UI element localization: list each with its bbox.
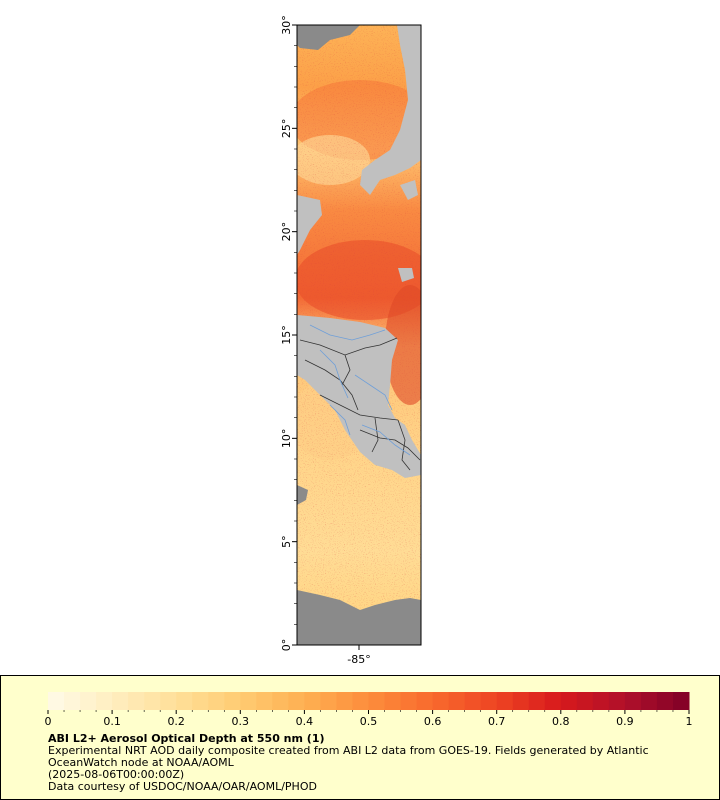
y-tick-label: 5° (280, 535, 293, 548)
colorbar-cell (368, 692, 386, 710)
colorbar-cell (160, 692, 177, 710)
colorbar-cell (656, 692, 674, 710)
colorbar-cell (496, 692, 514, 710)
legend-credit: Data courtesy of USDOC/NOAA/OAR/AOML/PHO… (48, 780, 317, 793)
colorbar-cell (624, 692, 642, 710)
legend-description: Experimental NRT AOD daily composite cre… (48, 744, 649, 757)
colorbar-cell (672, 692, 690, 710)
colorbar-cell (528, 692, 546, 710)
y-tick-label: 10° (280, 429, 293, 449)
colorbar-cell (416, 692, 434, 710)
y-axis-labels: 0° 5° 10° 15° 20° 25° 30° (280, 15, 293, 651)
colorbar-tick-label: 0.3 (232, 715, 250, 728)
no-data-region (297, 590, 421, 645)
colorbar-tick-label: 0.4 (296, 715, 314, 728)
colorbar-cell (400, 692, 418, 710)
colorbar-tick-label: 0.1 (103, 715, 121, 728)
colorbar-cell (192, 692, 209, 710)
colorbar-tick-label: 0.2 (167, 715, 185, 728)
colorbar-cell (96, 692, 113, 710)
colorbar-cell (304, 692, 321, 710)
y-tick-label: 25° (280, 119, 293, 139)
colorbar-tick-label: 0.7 (488, 715, 506, 728)
y-tick-label: 30° (280, 15, 293, 35)
legend-date: (2025-08-06T00:00:00Z) (48, 768, 185, 781)
colorbar-cell (64, 692, 81, 710)
map-plot-area (297, 25, 421, 645)
colorbar-tick-label: 0.6 (424, 715, 442, 728)
colorbar-cell (352, 692, 369, 710)
legend-text: ABI L2+ Aerosol Optical Depth at 550 nm … (48, 733, 708, 793)
y-tick-label: 15° (280, 325, 293, 345)
legend-panel: 0 0.1 0.2 0.3 0.4 0.5 0.6 0.7 0.8 0.9 1 ABI L2+ Ae… (0, 675, 720, 800)
colorbar-cell (144, 692, 161, 710)
colorbar-tick-label: 0.5 (360, 715, 378, 728)
colorbar-cell (48, 692, 65, 710)
colorbar-cell (480, 692, 498, 710)
colorbar-cell (464, 692, 482, 710)
colorbar-cell (288, 692, 305, 710)
colorbar-cell (432, 692, 450, 710)
colorbar-cell (240, 692, 257, 710)
colorbar-cell (336, 692, 353, 710)
colorbar-cell (256, 692, 273, 710)
colorbar-cell (224, 692, 241, 710)
colorbar-cell (112, 692, 129, 710)
y-tick-label: 20° (280, 222, 293, 242)
land-area (400, 180, 418, 200)
colorbar-tick-label: 0.9 (616, 715, 634, 728)
x-tick-label: -85° (347, 653, 370, 666)
colorbar: 0 0.1 0.2 0.3 0.4 0.5 0.6 0.7 0.8 0.9 1 (45, 692, 693, 728)
colorbar-cell (560, 692, 578, 710)
land-area (297, 195, 322, 255)
no-data-region (297, 25, 360, 50)
colorbar-cell (640, 692, 658, 710)
y-tick-label: 0° (280, 639, 293, 652)
colorbar-tick-label: 0.8 (552, 715, 570, 728)
rivers (309, 324, 411, 456)
colorbar-cell (576, 692, 594, 710)
colorbar-cell (384, 692, 402, 710)
colorbar-cell (592, 692, 610, 710)
colorbar-cell (80, 692, 97, 710)
colorbar-tick-label: 0 (45, 715, 52, 728)
colorbar-cells (48, 692, 690, 710)
colorbar-ticks (47, 710, 690, 714)
colorbar-cell (272, 692, 289, 710)
colorbar-cell (128, 692, 145, 710)
legend-title: ABI L2+ Aerosol Optical Depth at 550 nm … (48, 732, 325, 745)
colorbar-cell (320, 692, 337, 710)
legend-description: OceanWatch node at NOAA/AOML (48, 756, 234, 769)
land-area (398, 268, 414, 282)
colorbar-cell (448, 692, 466, 710)
y-axis-ticks (292, 24, 297, 646)
colorbar-labels: 0 0.1 0.2 0.3 0.4 0.5 0.6 0.7 0.8 0.9 1 (45, 715, 693, 728)
colorbar-cell (544, 692, 562, 710)
land-area (360, 25, 421, 195)
colorbar-cell (176, 692, 193, 710)
map-figure: 0° 5° 10° 15° 20° 25° 30° -85° (280, 15, 422, 666)
colorbar-cell (208, 692, 225, 710)
colorbar-tick-label: 1 (686, 715, 693, 728)
land-area (297, 315, 421, 478)
colorbar-cell (608, 692, 626, 710)
colorbar-cell (512, 692, 530, 710)
no-data-region (297, 485, 308, 505)
